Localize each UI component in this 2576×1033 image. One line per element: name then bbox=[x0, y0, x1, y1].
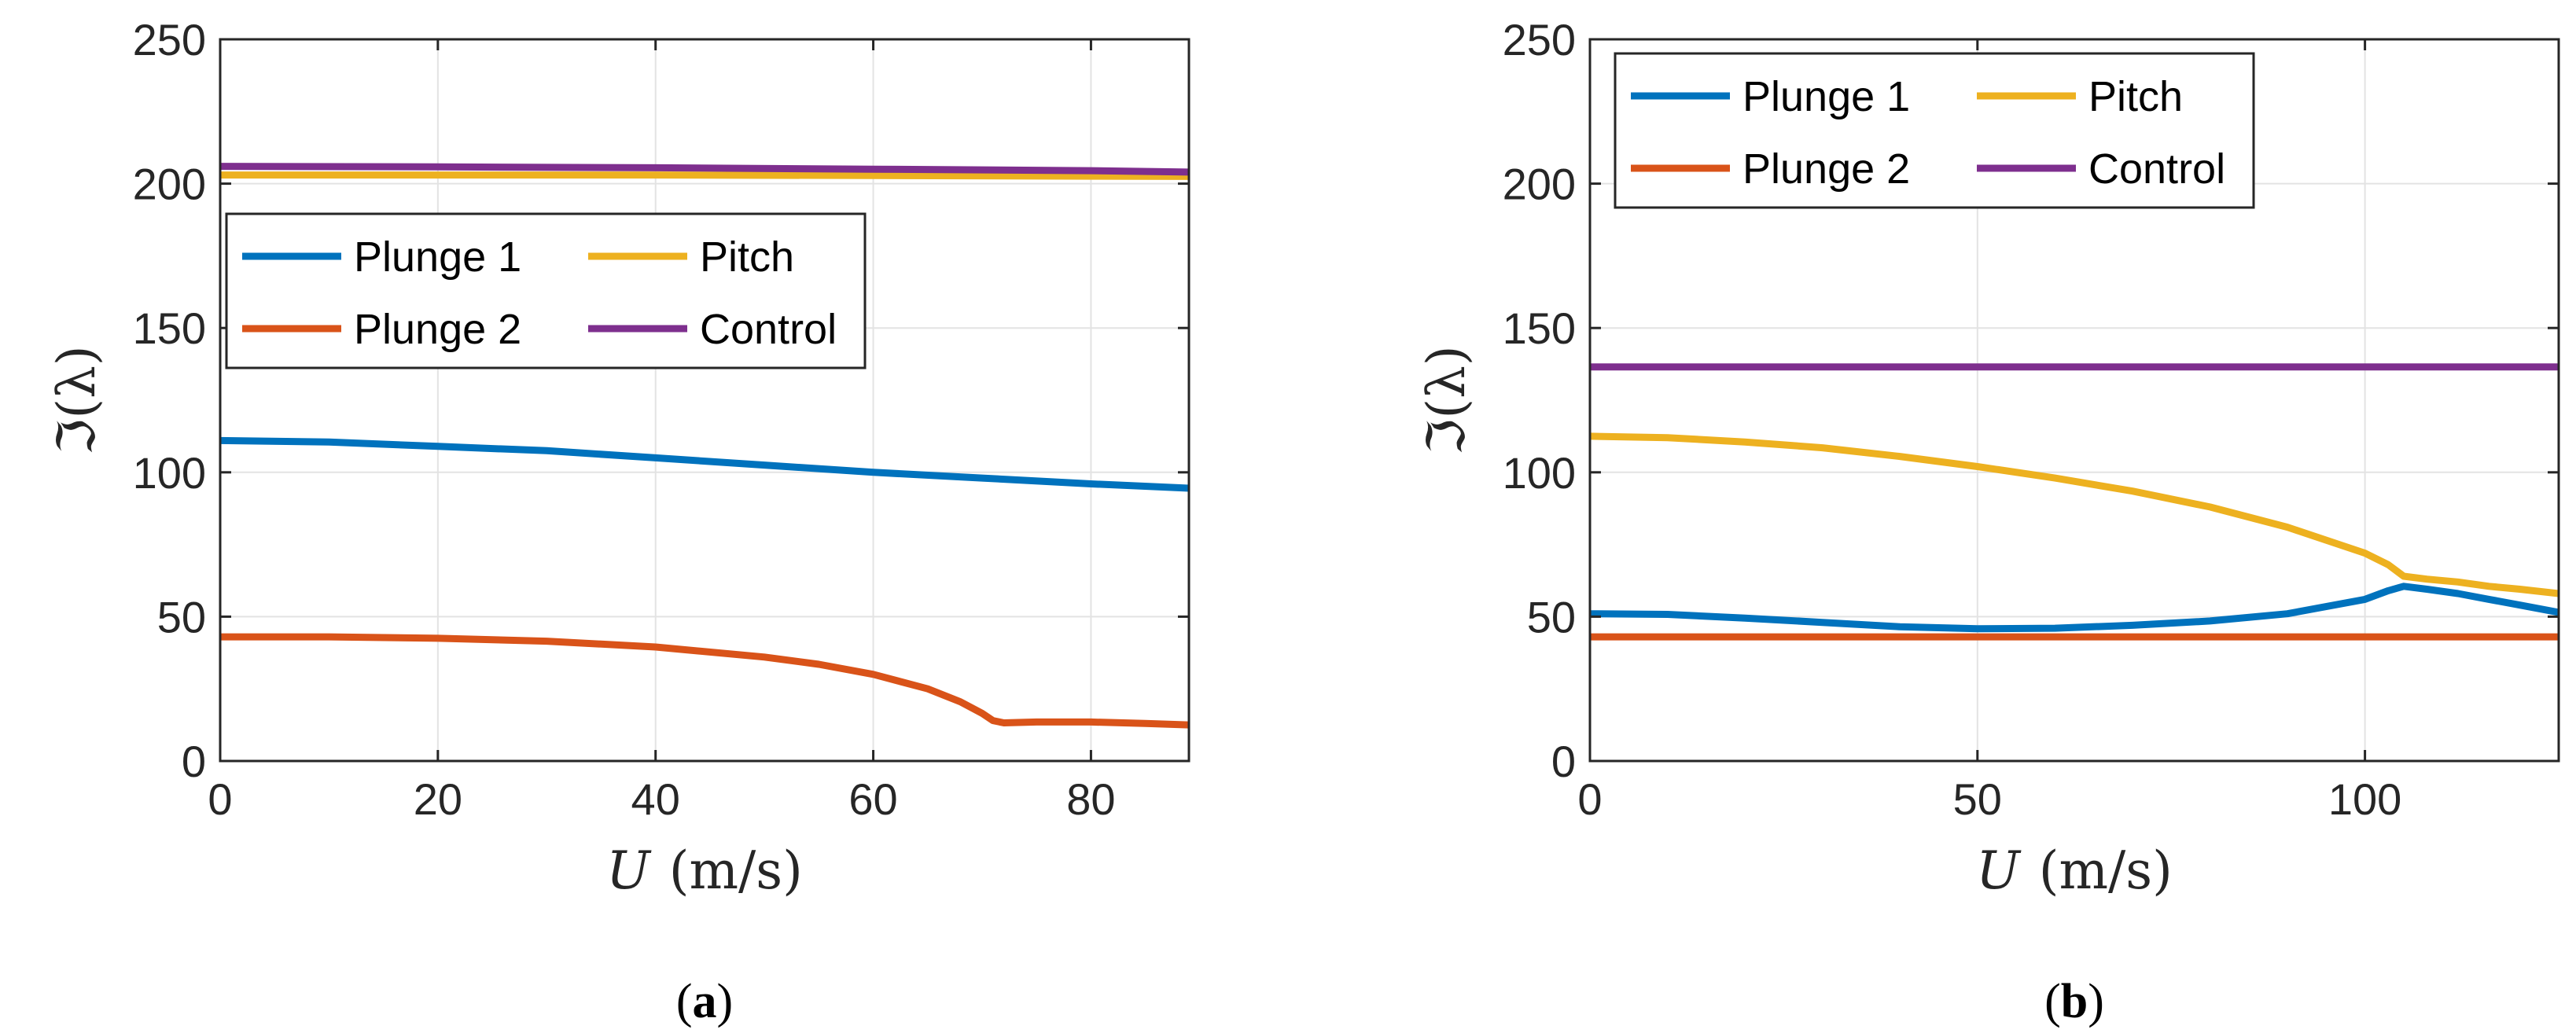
legend-label: Plunge 1 bbox=[354, 233, 521, 281]
series-line-pitch bbox=[220, 171, 1189, 180]
legend: Plunge 1 Pitch Plunge 2 Control bbox=[225, 212, 867, 369]
legend-label: Plunge 1 bbox=[1742, 73, 1910, 120]
legend-label: Pitch bbox=[2088, 73, 2183, 120]
y-tick-label: 0 bbox=[1551, 737, 1576, 786]
x-tick-label: 0 bbox=[208, 774, 232, 824]
legend-label: Pitch bbox=[700, 233, 794, 281]
legend-box bbox=[225, 212, 867, 369]
series-line-control bbox=[220, 163, 1189, 176]
chart-panel-a: 0 20 40 60 80 0 50 100 150 200 250 U (m/s) ℑ(λ) Plunge… bbox=[46, 15, 1190, 1028]
legend-label: Plunge 2 bbox=[1742, 145, 1910, 193]
x-tick-label: 60 bbox=[848, 774, 897, 824]
x-tick-label: 80 bbox=[1066, 774, 1115, 824]
x-tick-label: 0 bbox=[1577, 774, 1602, 824]
y-tick-label: 250 bbox=[1503, 15, 1576, 64]
panel-caption: (a) bbox=[676, 975, 733, 1028]
axes-frame bbox=[1588, 38, 2560, 763]
y-tick-label: 250 bbox=[133, 15, 206, 64]
axes-frame bbox=[219, 38, 1190, 763]
y-axis-label: ℑ(λ) bbox=[1416, 345, 1477, 454]
y-tick-label: 0 bbox=[182, 737, 206, 786]
legend: Plunge 1 Pitch Plunge 2 Control bbox=[1614, 52, 2255, 209]
y-tick-label: 150 bbox=[133, 303, 206, 353]
legend-label: Control bbox=[2088, 145, 2225, 193]
y-tick-label: 150 bbox=[1503, 303, 1576, 353]
series-line-plunge-2 bbox=[220, 633, 1189, 729]
legend-label: Control bbox=[700, 306, 837, 353]
x-axis-label: U (m/s) bbox=[606, 840, 803, 901]
x-axis-label: U (m/s) bbox=[1976, 840, 2173, 901]
legend-label: Plunge 2 bbox=[354, 306, 521, 353]
y-tick-label: 50 bbox=[157, 592, 206, 641]
x-tick-label: 40 bbox=[631, 774, 680, 824]
y-tick-label: 100 bbox=[133, 448, 206, 498]
series-line-plunge-1 bbox=[220, 436, 1189, 492]
y-tick-label: 200 bbox=[1503, 160, 1576, 209]
y-tick-label: 100 bbox=[1503, 448, 1576, 498]
legend-box bbox=[1614, 52, 2255, 209]
x-tick-label: 100 bbox=[2328, 774, 2401, 824]
y-axis-label: ℑ(λ) bbox=[46, 345, 107, 454]
series-line-plunge-1 bbox=[1590, 583, 2559, 633]
x-tick-label: 50 bbox=[1953, 774, 2002, 824]
y-tick-label: 200 bbox=[133, 160, 206, 209]
panel-caption: (b) bbox=[2044, 975, 2104, 1028]
y-tick-label: 50 bbox=[1527, 592, 1576, 641]
series-line-pitch bbox=[1590, 432, 2559, 597]
x-tick-label: 20 bbox=[414, 774, 462, 824]
